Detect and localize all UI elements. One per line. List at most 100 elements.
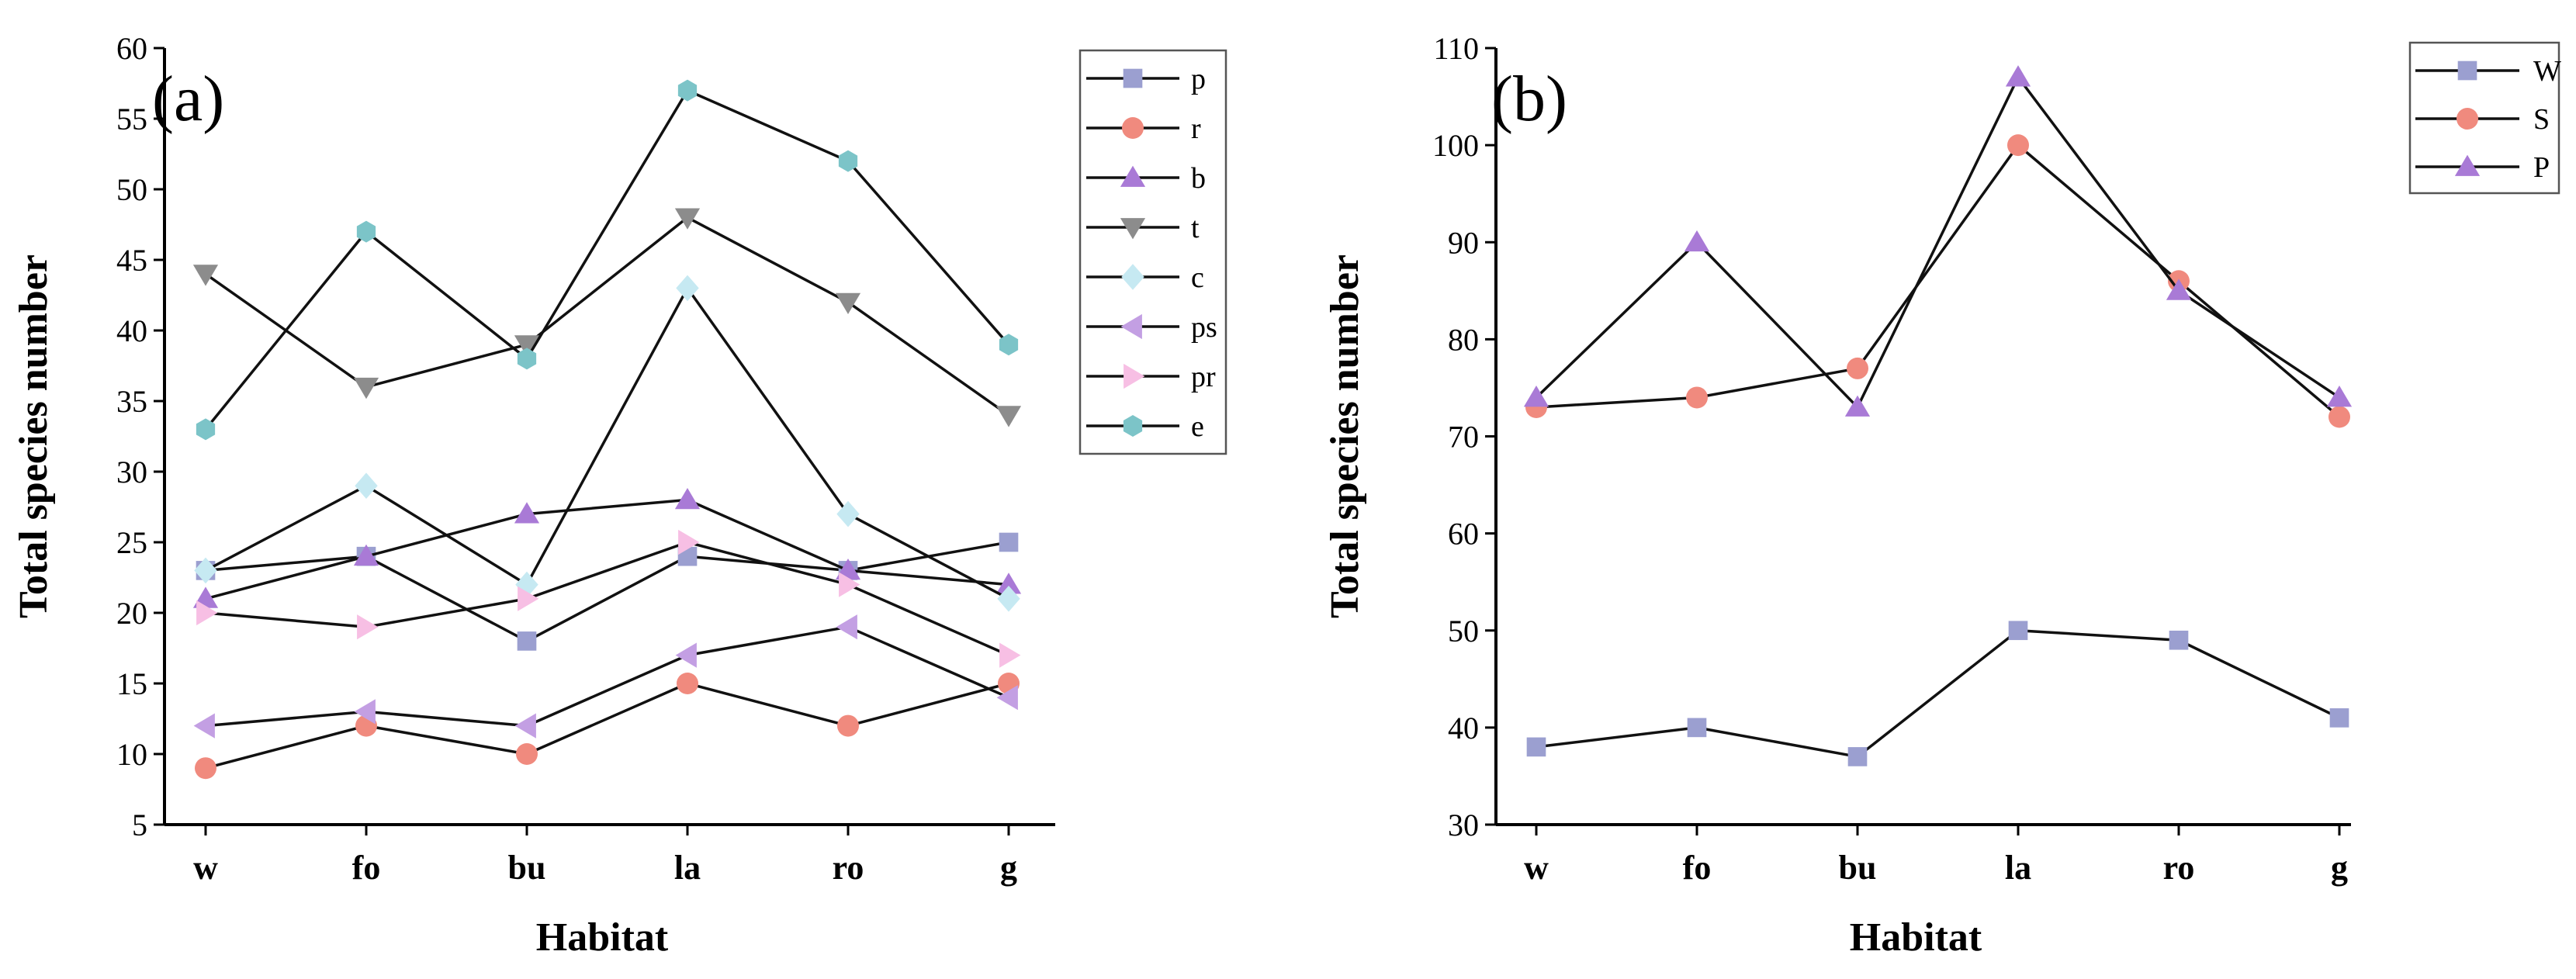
data-point-b-la [674,488,701,510]
legend-marker-t [1120,218,1146,240]
data-point-p-w [1523,386,1549,407]
data-point-pr-la [678,529,700,555]
legend-label-p: p [1191,63,1206,95]
data-point-p-fo [1684,230,1710,252]
legend-marker-w [2457,61,2477,81]
legend-label-r: r [1191,112,1201,145]
y-tick-label: 45 [116,243,147,278]
data-point-c-g [997,586,1020,612]
data-point-pr-bu [518,586,539,611]
data-point-p-bu [1844,395,1871,417]
y-tick-label: 60 [1448,517,1479,552]
data-point-ps-w [193,713,215,739]
legend-marker-ps [1120,313,1142,340]
series-line-p [1535,75,2340,409]
data-point-c-la [676,275,699,302]
y-tick-label: 10 [116,737,147,772]
x-tick-label-fo: fo [1683,849,1712,887]
data-point-s-fo [1686,386,1708,409]
data-point-pr-ro [839,572,860,597]
data-point-w-la [2008,621,2028,641]
y-tick-label: 5 [132,808,147,842]
legend-marker-c [1121,264,1144,290]
series-line-p [205,541,1009,643]
y-tick-label: 40 [1448,711,1479,745]
y-tick-label: 100 [1432,128,1479,163]
legend-box [1079,49,1227,455]
data-point-r-w [195,757,216,780]
y-tick-label: 15 [116,666,147,701]
y-tick-label: 25 [116,525,147,560]
series-line-r [205,682,1009,770]
data-point-p-la [2005,65,2031,87]
data-point-e-la [677,79,698,102]
x-tick-label-la: la [2005,849,2031,887]
data-point-pr-g [999,642,1021,668]
legend-label-w: W [2533,55,2561,88]
series-s [1525,134,2350,428]
panel-b: 30 40 50 60 70 80 90 100 110 w fo bu la ro g Total spec… [1323,31,2561,960]
x-tick-label-la: la [674,849,701,887]
data-point-s-g [2328,406,2350,428]
data-point-r-la [677,673,698,694]
data-point-s-bu [1847,357,1868,379]
data-point-e-w [196,418,216,441]
x-tick-label-fo: fo [352,849,381,887]
data-point-t-g [995,406,1022,427]
series-c [194,275,1020,612]
legend-label-b: b [1191,162,1206,195]
panel-a: 5 10 15 20 25 30 35 40 45 50 55 60 w fo bu la ro g Total s… [12,31,1227,960]
data-point-pr-fo [357,614,379,640]
data-point-b-bu [514,502,540,524]
data-point-c-fo [355,472,378,499]
series-line-b [205,498,1009,600]
data-point-t-ro [835,292,861,314]
series-p [196,532,1019,651]
series-line-c [205,286,1009,600]
series-line-t [204,216,1010,417]
data-point-w-w [1526,737,1546,757]
legend-marker-e [1123,415,1143,437]
data-point-c-ro [836,500,860,528]
legend-marker-s [2457,108,2478,130]
series-b [192,488,1022,608]
y-tick-label: 30 [116,455,147,490]
y-tick-label: 40 [116,313,147,348]
x-tick-label-ro: ro [833,849,864,887]
data-point-c-w [194,557,217,584]
data-point-t-la [674,208,701,230]
y-tick-label: 20 [116,596,147,631]
series-line-s [1536,144,2341,418]
legend-label-pr: pr [1191,361,1216,393]
data-point-w-g [2329,708,2349,728]
x-tick-label-bu: bu [508,849,546,887]
data-point-e-fo [356,220,376,243]
series-r [195,673,1020,780]
data-point-s-la [2007,134,2029,157]
series-line-w [1536,629,2340,759]
legend-marker-pr [1124,363,1145,389]
y-tick-label: 60 [116,31,147,66]
x-tick-label-w: w [193,849,218,887]
data-point-p-g [2326,386,2353,407]
y-tick-label: 30 [1448,808,1479,842]
series-w [1526,621,2349,766]
legend-marker-r [1122,117,1144,139]
data-point-p-g [999,532,1019,552]
data-point-ps-bu [514,713,536,739]
legend-label-e: e [1191,410,1204,443]
data-point-ps-la [675,642,697,668]
legend: WSP [2408,41,2561,195]
series-ps [193,614,1018,739]
x-tick-label-g: g [2331,849,2348,887]
legend-marker-p [2454,154,2481,176]
data-point-ps-ro [836,614,857,640]
series-line-ps [205,625,1009,728]
legend-label-p: P [2533,151,2550,184]
data-point-ps-g [996,685,1018,711]
x-axis-title: Habitat [536,915,669,960]
data-point-p-ro [2166,278,2192,300]
x-axis-title: Habitat [1850,915,1982,960]
